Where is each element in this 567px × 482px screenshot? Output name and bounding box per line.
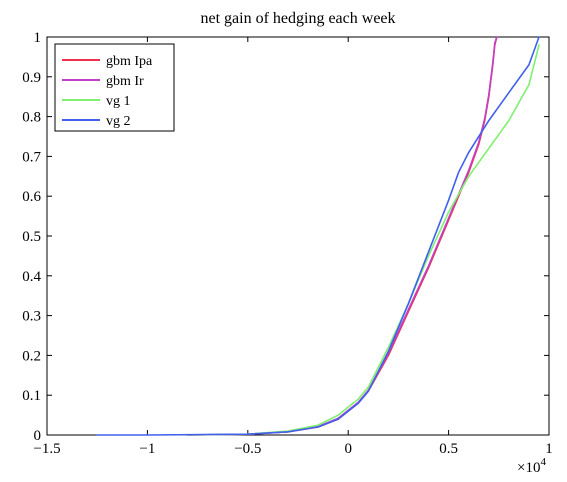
x-tick-label: −1 [139, 441, 155, 457]
x-tick-label: 0.5 [439, 441, 458, 457]
legend-label: gbm Ipa [106, 54, 153, 69]
x-exponent-power: 4 [540, 456, 546, 468]
legend-box [54, 43, 175, 132]
axis-ticks: −1.5 −1 −0.5 0 0.5 1 0 0.1 0.2 0.3 0.4 0.5 0.6 0.7 0.8… [22, 30, 553, 457]
x-exponent-base: ×10 [517, 460, 540, 476]
legend-label: vg 2 [106, 114, 131, 129]
y-tick-label: 0.6 [22, 189, 41, 205]
x-tick-label: −1.5 [33, 441, 60, 457]
y-tick-label: 0.1 [22, 388, 41, 404]
y-tick-label: 0.7 [22, 149, 41, 165]
x-tick-label: −0.5 [234, 441, 261, 457]
legend-label: gbm Ir [106, 74, 144, 89]
legend-label: vg 1 [106, 94, 131, 109]
y-tick-label: 0.3 [22, 309, 41, 325]
y-tick-label: 0.8 [22, 110, 41, 126]
chart-title: net gain of hedging each week [200, 10, 395, 27]
y-tick-label: 0.2 [22, 348, 41, 364]
y-tick-label: 0.4 [22, 269, 41, 285]
series-line-vg-2 [96, 36, 540, 436]
series-lines [96, 36, 540, 436]
x-exponent-label: ×104 [517, 456, 546, 476]
y-tick-label: 0.9 [22, 70, 41, 86]
legend: gbm Ipa gbm Ir vg 1 vg 2 [54, 43, 175, 132]
series-line-vg-1 [186, 44, 540, 436]
y-tick-label: 0 [34, 428, 42, 444]
y-tick-label: 1 [34, 30, 42, 46]
x-tick-label: 1 [545, 441, 553, 457]
x-tick-label: 0 [344, 441, 352, 457]
y-tick-label: 0.5 [22, 229, 41, 245]
